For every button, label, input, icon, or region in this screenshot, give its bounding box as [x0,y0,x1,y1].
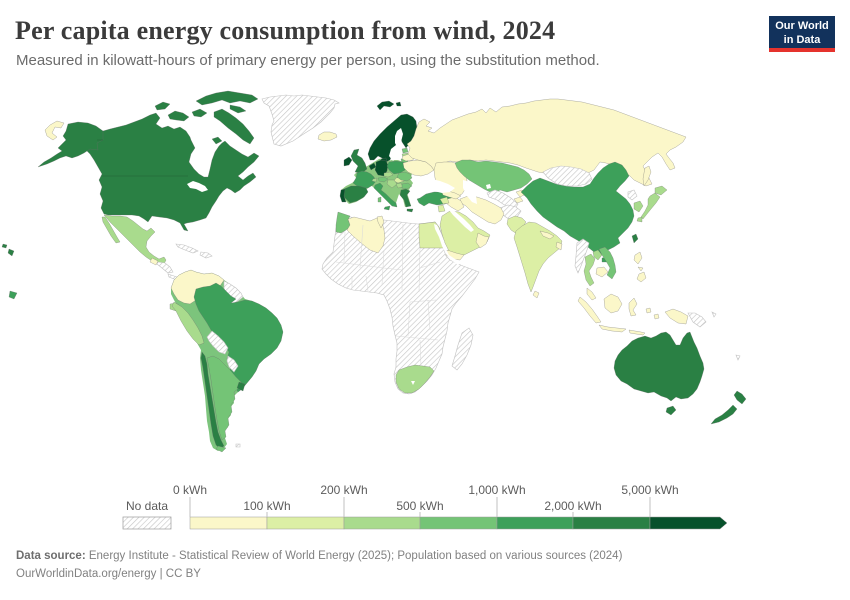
svg-text:200 kWh: 200 kWh [320,483,367,497]
svg-text:1,000 kWh: 1,000 kWh [468,483,525,497]
svg-text:100 kWh: 100 kWh [243,499,290,513]
svg-text:2,000 kWh: 2,000 kWh [544,499,601,513]
svg-text:500 kWh: 500 kWh [396,499,443,513]
svg-text:No data: No data [126,499,168,513]
svg-text:0 kWh: 0 kWh [173,483,207,497]
svg-text:5,000 kWh: 5,000 kWh [621,483,678,497]
